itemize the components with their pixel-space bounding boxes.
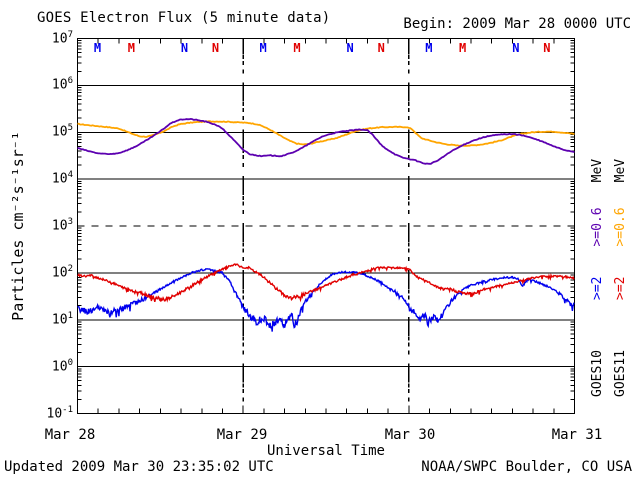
x-tick-label: Mar 29	[216, 427, 268, 443]
satellite-marker-letter: N	[543, 41, 551, 55]
satellite-marker-letter: M	[459, 41, 467, 55]
flux-curve-goes10-e2	[77, 268, 575, 332]
x-tick-label: Mar 31	[551, 427, 603, 443]
satellite-marker-letter: N	[211, 41, 220, 55]
legend-e2-label: >=2	[589, 276, 605, 300]
legend-mev-label: MeV	[589, 158, 605, 183]
legend-satellite-label: GOES10	[589, 350, 605, 397]
satellite-marker-letter: M	[425, 41, 433, 55]
flux-curve-goes10-e06	[77, 117, 575, 165]
flux-curve-goes11-e2	[77, 263, 575, 303]
satellite-marker-letter: N	[180, 41, 189, 55]
y-tick-label: 104	[51, 170, 73, 187]
satellite-marker-letter: M	[259, 41, 267, 55]
legend-e2-label: >=2	[612, 276, 628, 300]
x-axis-title: Universal Time	[266, 443, 385, 459]
x-tick-label: Mar 28	[44, 427, 96, 443]
footer-attribution: NOAA/SWPC Boulder, CO USA	[421, 459, 632, 475]
satellite-marker-letter: M	[293, 41, 301, 55]
legend-e06-label: >=0.6	[589, 207, 605, 247]
y-tick-label: 107	[51, 29, 73, 46]
y-axis-title: Particles cm⁻²s⁻¹sr⁻¹	[9, 131, 27, 321]
satellite-marker-letter: M	[93, 41, 102, 55]
legend-column-goes11: GOES11 >=2 >=0.6 MeV	[612, 57, 628, 397]
legend-e06-label: >=0.6	[612, 207, 628, 247]
y-tick-label: 105	[51, 123, 73, 140]
flux-curve-goes11-e06	[77, 120, 575, 147]
chart-title: GOES Electron Flux (5 minute data)	[37, 10, 331, 26]
legend-column-goes10: GOES10 >=2 >=0.6 MeV	[589, 57, 605, 397]
satellite-marker-letter: M	[127, 41, 135, 55]
x-tick-label: Mar 30	[384, 427, 436, 443]
y-tick-label: 106	[51, 76, 73, 93]
begin-timestamp: Begin: 2009 Mar 28 0000 UTC	[403, 16, 631, 32]
legend-satellite-label: GOES11	[612, 350, 628, 397]
y-tick-label: 100	[51, 357, 73, 374]
y-tick-label: 101	[51, 310, 73, 328]
legend-mev-label: MeV	[612, 158, 628, 183]
satellite-marker-letter: N	[512, 41, 520, 55]
footer-updated-timestamp: Updated 2009 Mar 30 23:35:02 UTC	[4, 459, 274, 475]
satellite-marker-letter: N	[377, 41, 385, 55]
y-tick-label: 102	[51, 263, 73, 281]
y-tick-label: 10-1	[46, 404, 74, 421]
y-tick-label: 103	[51, 217, 73, 234]
satellite-marker-letter: N	[346, 41, 354, 55]
